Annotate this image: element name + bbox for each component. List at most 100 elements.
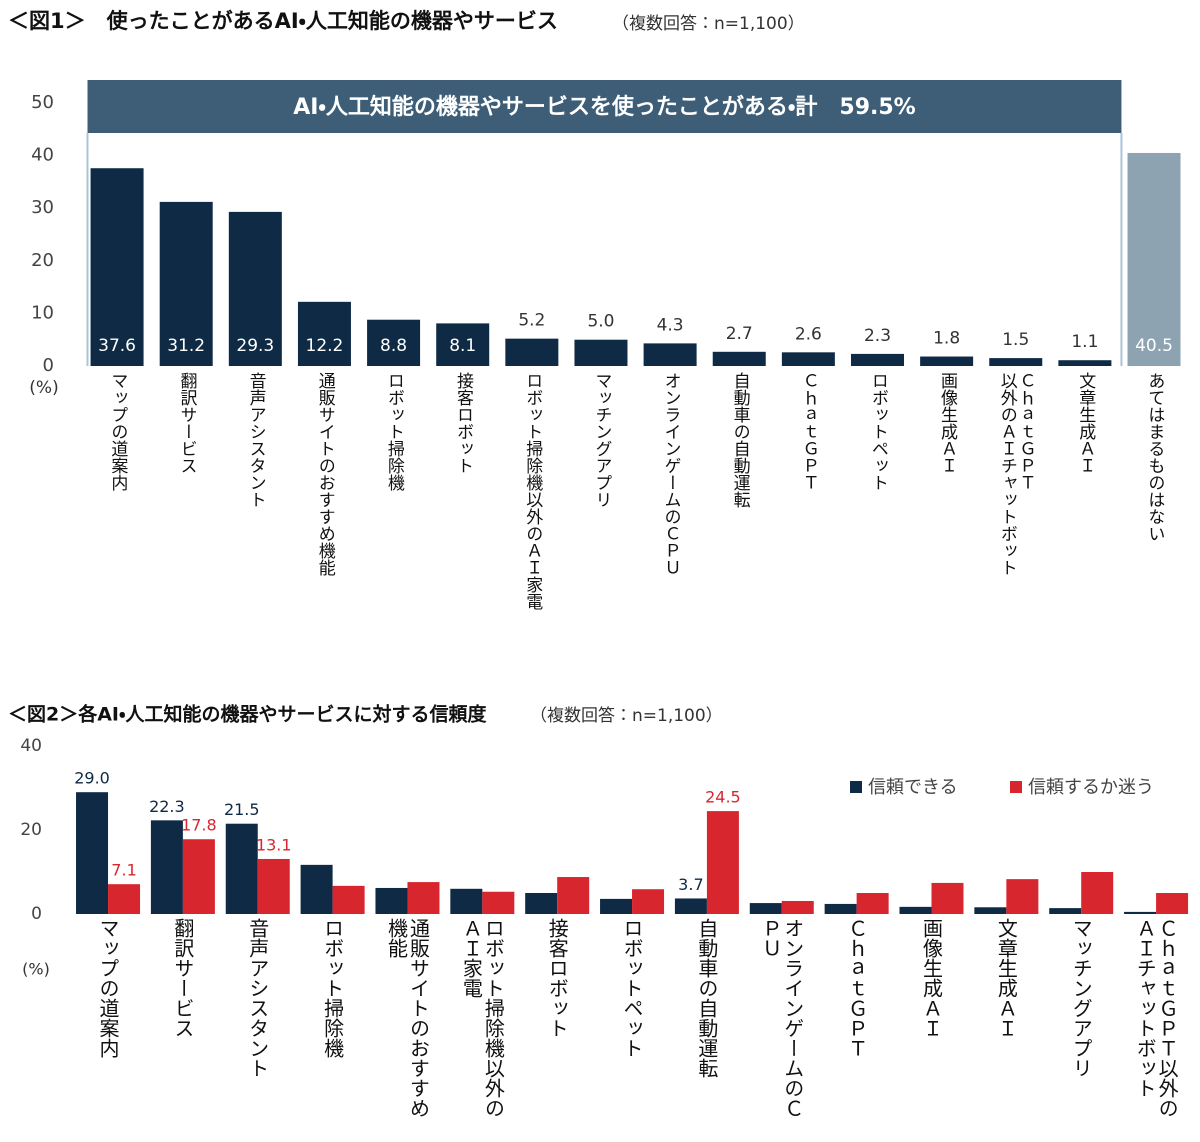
x-tick-label: マッチングアプリ [591, 372, 612, 508]
bar [182, 839, 215, 914]
value-label: 7.1 [111, 861, 136, 880]
x-tick-label: 自動車の自動運転 [694, 918, 719, 1078]
bar [1081, 872, 1114, 914]
x-tick-label: 通販サイトのおすすめ機能 [314, 372, 335, 576]
legend-label: 信頼できる [868, 777, 958, 798]
y-tick-label: 40 [31, 145, 54, 166]
bar [781, 900, 814, 914]
bar [450, 888, 483, 914]
annotation-banner [87, 80, 1122, 133]
value-label: 21.5 [224, 800, 260, 819]
legend-swatch [1010, 781, 1022, 793]
bar [749, 903, 782, 914]
x-tick-label: ロボットペット [620, 918, 645, 1058]
value-label: 5.2 [518, 311, 545, 331]
y-tick-label: 0 [43, 355, 54, 376]
value-label: 8.8 [380, 336, 407, 356]
bar [505, 338, 559, 366]
bar [76, 792, 109, 914]
value-label: 13.1 [256, 835, 292, 854]
value-label: 5.0 [587, 312, 614, 332]
value-label: 4.3 [657, 315, 684, 335]
bar [108, 884, 141, 914]
bar [712, 351, 766, 366]
bar [706, 811, 739, 914]
bar [228, 211, 282, 366]
bar [1124, 911, 1157, 914]
x-tick-label: 画像生成ＡＩ [936, 372, 957, 474]
bar [407, 882, 440, 914]
value-label: 29.0 [74, 769, 110, 788]
y-tick-label: 30 [31, 197, 54, 218]
bar [300, 864, 333, 914]
y-tick-label: 10 [31, 302, 54, 323]
x-tick-label: あてはまるものはない [1144, 372, 1165, 542]
y-unit: (%) [29, 378, 58, 398]
x-tick-label: ロボットペット [867, 372, 888, 491]
bar [824, 903, 857, 914]
bar [643, 343, 697, 366]
bar [159, 201, 213, 366]
x-tick-label: 画像生成ＡＩ [919, 918, 944, 1038]
x-tick-label: 自動車の自動運転 [729, 372, 750, 508]
y-tick-label: 40 [20, 736, 42, 756]
bar [375, 887, 408, 914]
value-label: 2.3 [864, 326, 891, 346]
bar [225, 823, 258, 914]
x-tick-label: マップの道案内 [107, 372, 128, 491]
bar [482, 891, 515, 914]
x-tick-label: ロボット掃除機 [320, 918, 345, 1058]
value-label: 2.7 [726, 324, 753, 344]
bar [1049, 908, 1082, 914]
x-tick-label: 音声アシスタント [245, 372, 266, 508]
bar [332, 885, 365, 914]
x-tick-label: 翻訳サービス [176, 372, 197, 474]
bar [90, 168, 144, 366]
x-tick-label: 接客ロボット [545, 918, 570, 1038]
x-tick-label: マッチングアプリ [1069, 918, 1094, 1078]
bar [257, 858, 290, 914]
x-tick-label: ロボット掃除機以外のＡＩ家電 [522, 372, 543, 610]
y-tick-label: 20 [20, 820, 42, 840]
bar [632, 889, 665, 914]
bar [574, 339, 628, 366]
x-tick-label: ＣｈａｔＧＰＴ 以外のＡＩチャットボット [996, 372, 1036, 576]
x-tick-label: ＣｈａｔＧＰＴ以外のＡＩチャットボット [1133, 918, 1180, 1118]
x-tick-label: 文章生成ＡＩ [1075, 372, 1096, 474]
bar [297, 301, 351, 366]
value-label: 37.6 [98, 336, 136, 356]
chart-title: ＜図1＞ 使ったことがあるAI・人工知能の機器やサービス [8, 9, 558, 33]
x-tick-label: ロボット掃除機以外のＡＩ家電 [459, 918, 506, 1118]
bar [150, 820, 183, 914]
chart-title: ＜図2＞各AI・人工知能の機器やサービスに対する信頼度 [8, 703, 487, 726]
value-label: 31.2 [167, 336, 205, 356]
bar [557, 877, 590, 914]
bar [1006, 879, 1039, 914]
bar [781, 352, 835, 366]
value-label: 1.8 [933, 329, 960, 349]
value-label: 1.1 [1071, 332, 1098, 352]
legend-swatch [850, 781, 862, 793]
value-label: 3.7 [678, 875, 703, 894]
bar [920, 356, 974, 366]
value-label: 29.3 [236, 336, 274, 356]
x-tick-label: ＣｈａｔＧＰＴ [798, 372, 819, 491]
bar [850, 353, 904, 366]
bar [899, 906, 932, 914]
bar [600, 898, 633, 914]
x-tick-label: ＣｈａｔＧＰＴ [844, 918, 869, 1058]
bar [1156, 893, 1189, 914]
bar [436, 323, 490, 366]
y-tick-label: 0 [31, 904, 42, 924]
bar [931, 882, 964, 914]
value-label: 22.3 [149, 797, 185, 816]
x-tick-label: オンラインゲームのＣＰＵ [758, 918, 805, 1118]
bar [856, 893, 889, 914]
value-label: 2.6 [795, 324, 822, 344]
chart-subtitle: （複数回答：n=1,100） [530, 705, 723, 726]
x-tick-label: 翻訳サービス [170, 918, 195, 1038]
legend-label: 信頼するか迷う [1028, 777, 1154, 798]
value-label: 40.5 [1135, 336, 1173, 356]
bar [525, 893, 558, 914]
